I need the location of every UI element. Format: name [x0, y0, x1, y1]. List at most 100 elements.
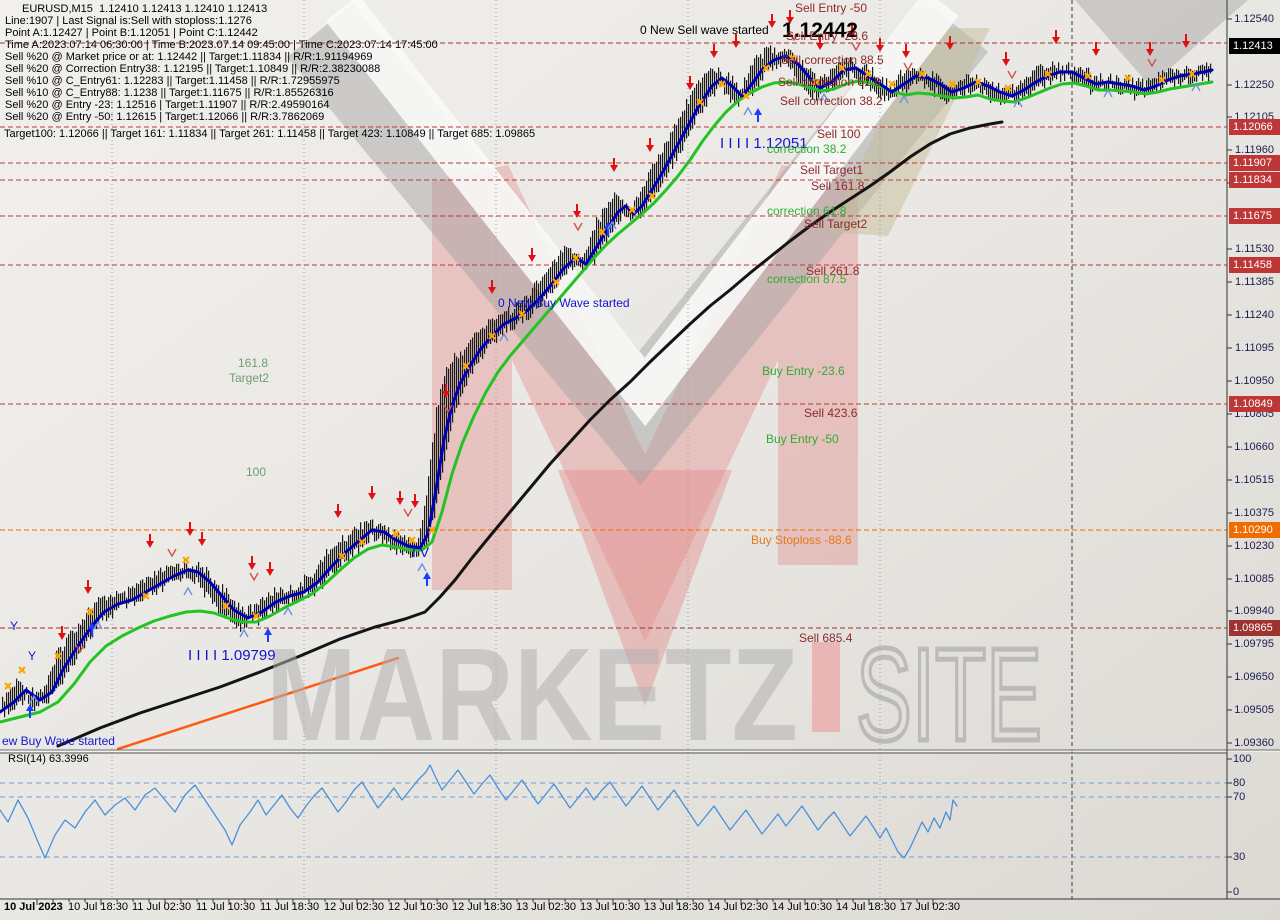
time-tick-label: 12 Jul 02:30: [324, 901, 384, 913]
price-level-label: 1.11907: [1229, 155, 1280, 171]
time-tick-label: 10 Jul 18:30: [68, 901, 128, 913]
rsi-tick-label: 0: [1233, 886, 1240, 898]
chart-annotation: Sell correction 61.8: [778, 75, 881, 89]
time-tick-label: 17 Jul 02:30: [900, 901, 960, 913]
time-tick-label: 13 Jul 10:30: [580, 901, 640, 913]
price-level-label: 1.11834: [1229, 172, 1280, 188]
signal-info-line: Sell %20 @ Entry -50: 1.12615 | Target:1…: [5, 111, 325, 123]
chart-annotation: 0 New Sell wave started: [640, 23, 769, 37]
signal-info-line: Time A:2023.07.14 06:30:00 | Time B:2023…: [5, 39, 438, 51]
price-tick-label: 1.11960: [1235, 144, 1274, 156]
rsi-indicator-label: RSI(14) 63.3996: [8, 753, 89, 765]
grid-lines: [111, 0, 1073, 899]
rsi-tick-label: 30: [1233, 851, 1246, 863]
time-tick-label: 13 Jul 02:30: [516, 901, 576, 913]
signal-info-line: Line:1907 | Last Signal is:Sell with sto…: [5, 15, 252, 27]
price-tick-label: 1.10515: [1234, 474, 1274, 486]
watermark-text: MARKETZ SITE: [266, 619, 1045, 771]
chart-annotation: I I I I 1.12051: [720, 135, 808, 152]
time-tick-label: 14 Jul 10:30: [772, 901, 832, 913]
price-tick-label: 1.11095: [1235, 342, 1274, 354]
signal-info-line: Point A:1.12427 | Point B:1.12051 | Poin…: [5, 27, 258, 39]
price-level-label: 1.09865: [1229, 620, 1280, 636]
price-tick-label: 1.11530: [1235, 243, 1274, 255]
chart-annotation: Sell Target2: [804, 217, 868, 231]
signal-info-line: Sell %20 @ Correction Entry38: 1.12195 |…: [5, 63, 381, 75]
price-level-label: 1.11458: [1229, 257, 1280, 273]
price-level-label: 1.10849: [1229, 396, 1280, 412]
price-level-label: 1.10290: [1229, 522, 1280, 538]
price-tick-label: 1.09940: [1234, 605, 1274, 617]
indicator-curves: [0, 54, 1214, 859]
time-tick-label: 11 Jul 18:30: [260, 901, 320, 913]
chart-annotation: Buy Entry -23.6: [762, 364, 845, 378]
watermark-marketz: MARKETZ: [266, 621, 798, 768]
chart-annotation: Sell 261.8: [806, 264, 860, 278]
chart-annotation: Sell correction 38.2: [780, 94, 883, 108]
price-tick-label: 1.10230: [1234, 540, 1274, 552]
time-tick-label: 14 Jul 02:30: [708, 901, 768, 913]
chart-annotation: Buy Entry -50: [766, 432, 839, 446]
price-tick-label: 1.10660: [1234, 441, 1274, 453]
signal-info-line: Sell %20 @ Entry -23: 1.12516 | Target:1…: [5, 99, 330, 111]
symbol-ohlc-label: EURUSD,M15 1.12410 1.12413 1.12410 1.124…: [22, 3, 268, 15]
chart-annotation: 161.8: [238, 356, 269, 370]
chart-annotation: Sell 685.4: [799, 631, 853, 645]
watermark-site: SITE: [856, 621, 1042, 768]
time-tick-label: 12 Jul 18:30: [452, 901, 512, 913]
price-tick-label: 1.10950: [1234, 375, 1274, 387]
chart-annotation: Sell Entry -23.6: [786, 29, 869, 43]
chart-annotation: correction 87.5: [767, 272, 847, 286]
chart-annotation: Target2: [229, 371, 270, 385]
chart-annotation: Y: [28, 649, 37, 663]
time-tick-label: 11 Jul 10:30: [196, 901, 256, 913]
price-tick-label: 1.09505: [1234, 704, 1274, 716]
chart-annotation: Sell 423.6: [804, 406, 858, 420]
targets-line: Target100: 1.12066 || Target 161: 1.1183…: [4, 128, 536, 140]
time-tick-label: 10 Jul 2023: [4, 901, 63, 913]
price-tick-label: 1.12250: [1234, 79, 1274, 91]
price-tick-label: 1.09795: [1234, 638, 1274, 650]
chart-annotation: 1.12442: [782, 19, 858, 42]
chart-annotation: ew Buy Wave started: [2, 734, 115, 748]
chart-annotation: correction 61.8: [767, 204, 847, 218]
price-tick-label: 1.11385: [1235, 276, 1274, 288]
chart-annotation: I I I I 1.09799: [188, 647, 276, 664]
time-tick-label: 12 Jul 10:30: [388, 901, 448, 913]
time-tick-label: 11 Jul 02:30: [132, 901, 192, 913]
signal-info-line: Sell %20 @ Market price or at: 1.12442 |…: [5, 51, 373, 63]
price-tick-label: 1.12540: [1234, 13, 1274, 25]
signal-markers: [4, 10, 1201, 718]
chart-annotation: Buy Stoploss -88.6: [751, 533, 852, 547]
chart-annotation: Y: [10, 619, 19, 633]
chart-annotation: 0 New Buy Wave started: [498, 296, 630, 310]
rsi-tick-label: 80: [1233, 777, 1246, 789]
price-level-label: 1.12066: [1229, 119, 1280, 135]
watermark-logo: [287, 0, 1248, 706]
watermark-red-bar: [812, 642, 840, 732]
price-tick-label: 1.09650: [1234, 671, 1274, 683]
chart-annotation: Sell Target1: [800, 163, 864, 177]
level-lines: [0, 42, 1227, 858]
signal-info-line: Sell %10 @ C_Entry88: 1.1238 || Target:1…: [5, 87, 334, 99]
price-level-label: 1.11675: [1229, 208, 1280, 224]
chart-annotation: Sell 100: [817, 127, 861, 141]
signal-info-line: Sell %10 @ C_Entry61: 1.12283 || Target:…: [5, 75, 340, 87]
rsi-tick-label: 100: [1233, 753, 1252, 765]
price-tick-label: 1.10085: [1234, 573, 1274, 585]
time-tick-label: 14 Jul 18:30: [836, 901, 896, 913]
chart-annotation: Sell correction 88.5: [781, 53, 884, 67]
current-price-label: 1.12413: [1229, 38, 1280, 54]
chart-annotation: I V: [412, 544, 430, 560]
time-tick-label: 13 Jul 18:30: [644, 901, 704, 913]
price-tick-label: 1.09360: [1234, 737, 1274, 749]
chart-annotation: Sell 161.8: [811, 179, 865, 193]
chart-annotation: 100: [246, 465, 267, 479]
price-tick-label: 1.10375: [1234, 507, 1274, 519]
rsi-tick-label: 70: [1233, 791, 1246, 803]
chart-annotation: correction 38.2: [767, 142, 847, 156]
